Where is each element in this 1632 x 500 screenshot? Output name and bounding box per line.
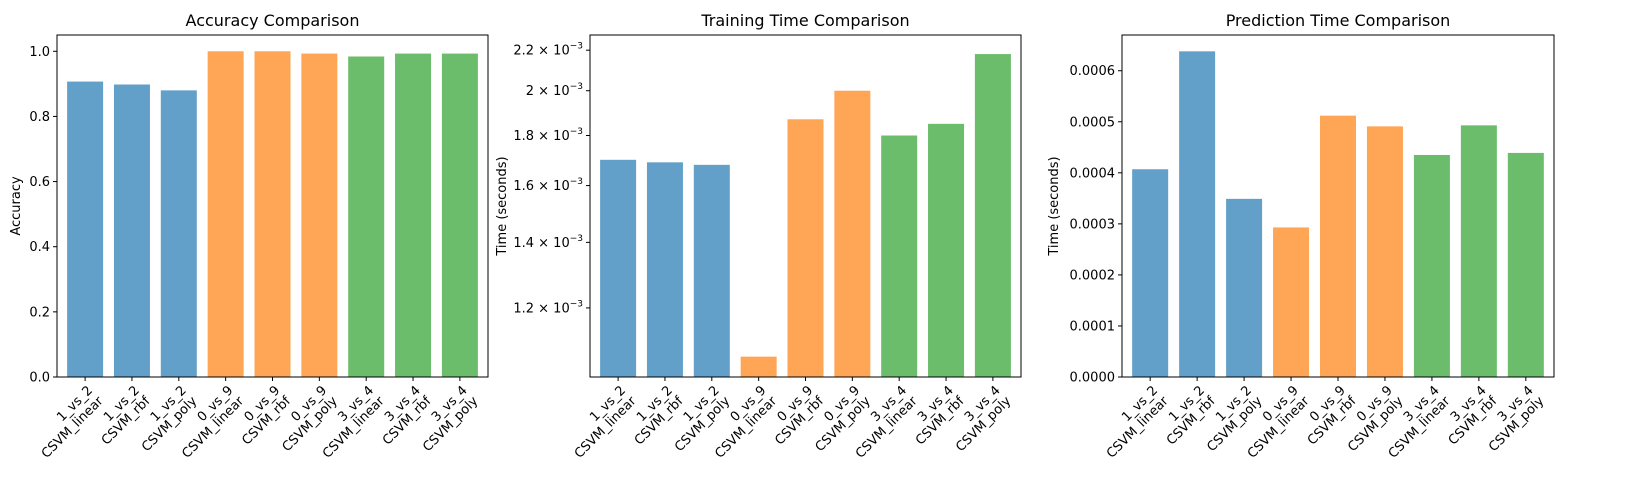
training-time-ytick-label: 2 × 10−3 bbox=[526, 82, 583, 99]
prediction-time-bar bbox=[1460, 125, 1497, 377]
accuracy-ytick-label: 1.0 bbox=[29, 45, 50, 60]
training-time-bar bbox=[834, 90, 871, 378]
prediction-time-ytick-label: 0.0002 bbox=[1070, 268, 1116, 283]
accuracy-xtick-label: 1_vs_2CSVM_linear bbox=[28, 383, 107, 462]
prediction-time-ytick-label: 0.0000 bbox=[1070, 371, 1116, 386]
training-time-title: Training Time Comparison bbox=[700, 11, 909, 30]
training-time-bar bbox=[646, 162, 683, 377]
accuracy-ytick-label: 0.6 bbox=[29, 175, 50, 190]
accuracy-bar bbox=[301, 53, 338, 377]
prediction-time-bar bbox=[1132, 169, 1169, 377]
prediction-time-bar bbox=[1366, 126, 1403, 378]
training-time-ytick-label: 1.6 × 10−3 bbox=[513, 177, 583, 194]
training-time-ylabel: Time (seconds) bbox=[495, 156, 510, 256]
prediction-time-bar bbox=[1413, 154, 1450, 377]
prediction-time-xtick-label: 1_vs_2CSVM_linear bbox=[1093, 383, 1172, 462]
accuracy-ytick-label: 0.0 bbox=[29, 371, 50, 386]
training-time-bar bbox=[928, 123, 965, 377]
training-time-bar bbox=[740, 356, 777, 377]
prediction-time-ylabel: Time (seconds) bbox=[1047, 156, 1062, 256]
accuracy-ytick-label: 0.8 bbox=[29, 110, 50, 125]
panel-training-time: Training Time Comparison Time (seconds) … bbox=[495, 11, 1022, 462]
training-time-bar bbox=[787, 119, 824, 377]
prediction-time-ytick-label: 0.0001 bbox=[1070, 319, 1116, 334]
training-time-ytick-label: 1.4 × 10−3 bbox=[513, 234, 583, 251]
training-time-ytick-label: 1.2 × 10−3 bbox=[513, 299, 583, 316]
prediction-time-bar bbox=[1320, 115, 1356, 378]
training-time-ytick-label: 2.2 × 10−3 bbox=[513, 42, 583, 59]
prediction-time-ytick-label: 0.0005 bbox=[1070, 115, 1116, 130]
prediction-time-ytick-label: 0.0006 bbox=[1070, 64, 1116, 79]
panel-accuracy: Accuracy Comparison Accuracy 0.0 0.2 0.4 0.… bbox=[9, 11, 489, 462]
prediction-time-bar bbox=[1179, 51, 1216, 377]
accuracy-bar bbox=[254, 51, 291, 377]
accuracy-bar bbox=[348, 56, 385, 377]
prediction-time-ytick-label: 0.0003 bbox=[1070, 217, 1116, 232]
accuracy-bar bbox=[395, 53, 432, 377]
training-time-bar bbox=[974, 54, 1011, 377]
training-time-xtick-label: 1_vs_2CSVM_linear bbox=[561, 383, 640, 462]
prediction-time-ytick-label: 0.0004 bbox=[1070, 166, 1116, 181]
accuracy-bar bbox=[441, 53, 478, 377]
accuracy-bar bbox=[67, 81, 104, 377]
prediction-time-title: Prediction Time Comparison bbox=[1226, 11, 1451, 30]
training-time-bar bbox=[881, 135, 918, 377]
accuracy-title: Accuracy Comparison bbox=[186, 11, 360, 30]
accuracy-bar bbox=[207, 51, 244, 377]
training-time-bar bbox=[600, 159, 637, 377]
panel-prediction-time: Prediction Time Comparison Time (seconds… bbox=[1047, 11, 1555, 462]
training-time-ytick-label: 1.8 × 10−3 bbox=[513, 127, 583, 144]
accuracy-bar bbox=[113, 84, 150, 377]
accuracy-ytick-label: 0.4 bbox=[29, 240, 50, 255]
prediction-time-bar bbox=[1273, 227, 1310, 377]
training-time-bar bbox=[693, 164, 730, 377]
prediction-time-bar bbox=[1507, 152, 1544, 377]
accuracy-ytick-label: 0.2 bbox=[29, 305, 50, 320]
accuracy-ylabel: Accuracy bbox=[9, 176, 24, 236]
prediction-time-bar bbox=[1226, 198, 1263, 377]
accuracy-bar bbox=[160, 90, 197, 378]
